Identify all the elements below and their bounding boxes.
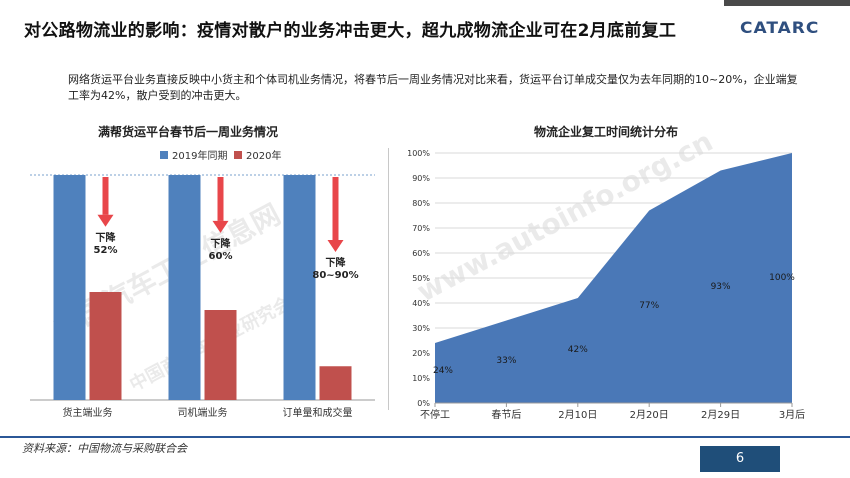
legend-label: 2019年同期 — [172, 149, 227, 162]
footer-rule — [0, 436, 850, 438]
page-title: 对公路物流业的影响：疫情对散户的业务冲击更大，超九成物流企业可在2月底前复工 — [24, 21, 677, 41]
y-tick-label: 0% — [417, 399, 430, 408]
y-tick-label: 30% — [412, 324, 430, 333]
y-tick-label: 60% — [412, 249, 430, 258]
decline-label: 下降 — [96, 231, 117, 244]
decline-arrow-shaft — [217, 177, 224, 221]
decline-arrow-shaft — [102, 177, 109, 215]
y-tick-label: 80% — [412, 199, 430, 208]
category-label: 订单量和成交量 — [283, 406, 353, 419]
bar-2019 — [168, 175, 201, 400]
panel-divider — [388, 148, 389, 410]
decline-label: 下降 — [211, 237, 232, 250]
data-label: 100% — [769, 273, 795, 283]
bar-chart-title: 满帮货运平台春节后一周业务情况 — [98, 124, 278, 139]
y-tick-label: 40% — [412, 299, 430, 308]
legend-label: 2020年 — [246, 149, 281, 162]
bar-2020 — [319, 366, 352, 400]
y-tick-label: 10% — [412, 374, 430, 383]
top-accent-bar — [724, 0, 850, 6]
decline-arrow-shaft — [332, 177, 339, 241]
bar-chart: 满帮货运平台春节后一周业务情况 2019年同期 2020年 货主端业务下降52%司… — [30, 124, 375, 419]
data-label: 24% — [433, 366, 453, 376]
y-tick-label: 70% — [412, 224, 430, 233]
page-number: 6 — [700, 446, 780, 472]
decline-value: 52% — [94, 245, 118, 256]
area-chart-title: 物流企业复工时间统计分布 — [534, 124, 678, 139]
area-chart: 物流企业复工时间统计分布 0% 10% 20% 30% 40% 50% 60% 70% 80% 9… — [407, 124, 805, 421]
data-label: 93% — [711, 282, 731, 292]
decline-value: 80~90% — [312, 270, 358, 281]
decline-arrow-head — [327, 240, 344, 253]
y-tick-label: 20% — [412, 349, 430, 358]
data-label: 33% — [496, 356, 516, 366]
x-tick-label: 春节后 — [491, 409, 521, 421]
legend-swatch — [234, 151, 242, 159]
x-tick-label: 不停工 — [420, 408, 450, 421]
area-series — [435, 153, 792, 403]
decline-value: 60% — [209, 251, 233, 262]
y-tick-label: 90% — [412, 174, 430, 183]
legend-swatch — [160, 151, 168, 159]
decline-label: 下降 — [326, 256, 347, 269]
x-tick-label: 2月29日 — [701, 409, 740, 421]
category-label: 司机端业务 — [178, 406, 228, 419]
data-label: 42% — [568, 345, 588, 355]
x-tick-label: 2月20日 — [630, 409, 669, 421]
x-tick-label: 3月后 — [779, 409, 805, 421]
decline-arrow-head — [212, 220, 229, 233]
bar-2020 — [89, 292, 122, 400]
bar-2019 — [283, 175, 316, 400]
data-label: 77% — [639, 301, 659, 311]
category-label: 货主端业务 — [63, 406, 113, 419]
bar-chart-legend: 2019年同期 2020年 — [160, 149, 281, 162]
bar-2020 — [204, 310, 237, 400]
source-note: 资料来源：中国物流与采购联合会 — [22, 442, 187, 455]
catarc-logo: CATARC — [740, 18, 820, 38]
bar-2019 — [53, 175, 86, 400]
area-chart-plot: 0% 10% 20% 30% 40% 50% 60% 70% 80% 90% 100% 不停工 春节后 2… — [407, 149, 805, 421]
x-tick-label: 2月10日 — [558, 409, 597, 421]
summary-text: 网络货运平台业务直接反映中小货主和个体司机业务情况，将春节后一周业务情况对比来看… — [68, 73, 798, 102]
y-tick-label: 50% — [412, 274, 430, 283]
y-tick-label: 100% — [407, 149, 430, 158]
decline-arrow-head — [97, 214, 114, 227]
